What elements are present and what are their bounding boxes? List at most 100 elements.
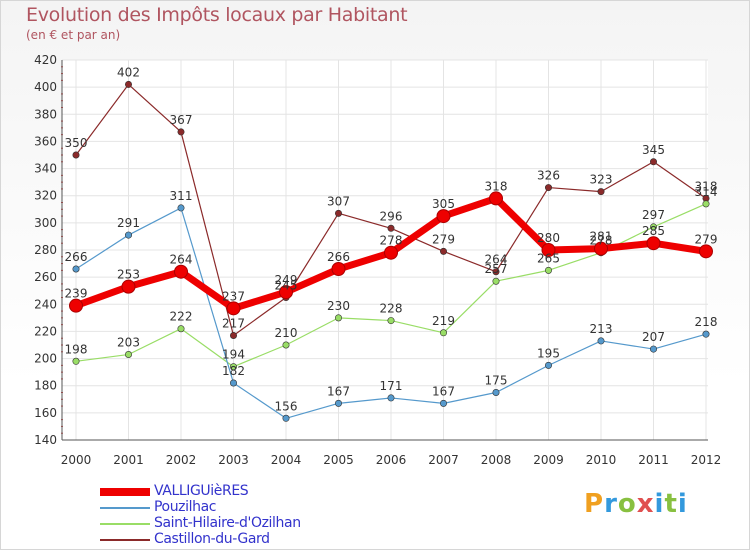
data-label-valligui-res: 285 bbox=[642, 224, 665, 238]
data-label-castillon-du-gard: 296 bbox=[380, 209, 403, 223]
x-tick-label: 2004 bbox=[271, 453, 302, 467]
data-label-pouzilhac: 291 bbox=[117, 216, 140, 230]
data-label-valligui-res: 249 bbox=[275, 273, 298, 287]
point-valligui-res bbox=[384, 245, 398, 260]
point-pouzilhac bbox=[72, 265, 80, 273]
data-label-valligui-res: 237 bbox=[222, 289, 245, 303]
data-label-pouzilhac: 175 bbox=[485, 374, 508, 388]
point-saint-hilaire-d-ozilhan bbox=[544, 266, 552, 274]
data-label-saint-hilaire-d-ozilhan: 228 bbox=[380, 302, 403, 316]
data-label-saint-hilaire-d-ozilhan: 230 bbox=[327, 299, 350, 313]
data-label-castillon-du-gard: 345 bbox=[642, 143, 665, 157]
point-saint-hilaire-d-ozilhan bbox=[649, 223, 657, 231]
data-label-valligui-res: 266 bbox=[327, 250, 350, 264]
chart-subtitle: (en € et par an) bbox=[26, 28, 121, 42]
point-castillon-du-gard bbox=[125, 80, 133, 88]
point-saint-hilaire-d-ozilhan bbox=[282, 341, 290, 349]
data-label-pouzilhac: 167 bbox=[432, 384, 455, 398]
data-label-castillon-du-gard: 350 bbox=[65, 136, 88, 150]
x-tick-label: 2011 bbox=[638, 453, 669, 467]
data-label-pouzilhac: 167 bbox=[327, 384, 350, 398]
proxiti-logo: Proxiti bbox=[584, 489, 688, 519]
point-castillon-du-gard bbox=[492, 268, 500, 276]
point-pouzilhac bbox=[334, 399, 342, 407]
data-label-valligui-res: 280 bbox=[537, 231, 560, 245]
point-castillon-du-gard bbox=[544, 184, 552, 192]
point-pouzilhac bbox=[387, 394, 395, 402]
data-label-saint-hilaire-d-ozilhan: 297 bbox=[642, 208, 665, 222]
point-pouzilhac bbox=[702, 330, 710, 338]
data-label-valligui-res: 279 bbox=[695, 232, 718, 246]
data-label-saint-hilaire-d-ozilhan: 278 bbox=[590, 234, 613, 248]
data-label-pouzilhac: 207 bbox=[642, 330, 665, 344]
point-castillon-du-gard bbox=[649, 158, 657, 166]
data-label-valligui-res: 278 bbox=[380, 234, 403, 248]
data-label-valligui-res: 264 bbox=[170, 253, 193, 267]
x-tick-label: 2003 bbox=[218, 453, 249, 467]
data-label-saint-hilaire-d-ozilhan: 314 bbox=[695, 185, 718, 199]
point-castillon-du-gard bbox=[334, 209, 342, 217]
point-castillon-du-gard bbox=[230, 331, 238, 339]
point-valligui-res bbox=[331, 262, 346, 276]
legend-swatch-valliguieres bbox=[100, 488, 150, 496]
point-valligui-res bbox=[646, 236, 661, 251]
point-valligui-res bbox=[699, 244, 713, 259]
point-castillon-du-gard bbox=[177, 128, 185, 136]
data-label-castillon-du-gard: 279 bbox=[432, 232, 455, 246]
point-valligui-res bbox=[226, 301, 241, 316]
x-tick-label: 2002 bbox=[166, 453, 197, 467]
point-pouzilhac bbox=[282, 414, 290, 422]
y-tick-label: 360 bbox=[34, 134, 57, 148]
data-label-castillon-du-gard: 318 bbox=[695, 179, 718, 193]
y-tick-label: 200 bbox=[34, 352, 57, 366]
legend-label-pouzilhac: Pouzilhac bbox=[154, 499, 217, 515]
y-tick-label: 380 bbox=[34, 107, 57, 121]
point-castillon-du-gard bbox=[72, 151, 80, 159]
point-pouzilhac bbox=[544, 361, 552, 369]
point-valligui-res bbox=[121, 279, 136, 294]
data-label-saint-hilaire-d-ozilhan: 210 bbox=[275, 326, 298, 340]
data-label-pouzilhac: 266 bbox=[65, 250, 88, 264]
data-label-pouzilhac: 171 bbox=[380, 379, 403, 393]
legend-label-castillon: Castillon-du-Gard bbox=[154, 531, 270, 547]
data-label-castillon-du-gard: 402 bbox=[117, 65, 140, 79]
point-saint-hilaire-d-ozilhan bbox=[387, 317, 395, 325]
point-valligui-res bbox=[594, 241, 608, 256]
y-tick-label: 180 bbox=[34, 379, 57, 393]
point-saint-hilaire-d-ozilhan bbox=[125, 350, 133, 358]
x-tick-label: 2006 bbox=[376, 453, 407, 467]
data-label-castillon-du-gard: 326 bbox=[537, 169, 560, 183]
data-label-pouzilhac: 311 bbox=[170, 189, 193, 203]
y-tick-label: 260 bbox=[34, 270, 57, 284]
y-tick-label: 140 bbox=[34, 433, 57, 447]
data-label-pouzilhac: 156 bbox=[275, 399, 298, 413]
legend-swatch-pouzilhac bbox=[100, 507, 150, 509]
point-pouzilhac bbox=[492, 388, 500, 396]
point-castillon-du-gard bbox=[597, 188, 605, 196]
point-saint-hilaire-d-ozilhan bbox=[492, 277, 500, 285]
y-tick-label: 220 bbox=[34, 324, 57, 338]
data-label-pouzilhac: 195 bbox=[537, 346, 560, 360]
point-valligui-res bbox=[541, 243, 556, 257]
x-tick-label: 2001 bbox=[113, 453, 144, 467]
y-tick-label: 160 bbox=[34, 406, 57, 420]
data-label-pouzilhac: 182 bbox=[222, 364, 245, 378]
y-tick-label: 320 bbox=[34, 189, 57, 203]
legend-label-saint-hilaire: Saint-Hilaire-d'Ozilhan bbox=[154, 515, 301, 531]
data-label-castillon-du-gard: 217 bbox=[222, 317, 245, 331]
point-pouzilhac bbox=[649, 345, 657, 353]
point-saint-hilaire-d-ozilhan bbox=[72, 357, 80, 365]
point-saint-hilaire-d-ozilhan bbox=[439, 329, 447, 337]
y-tick-label: 240 bbox=[34, 297, 57, 311]
point-pouzilhac bbox=[125, 231, 133, 239]
data-label-valligui-res: 239 bbox=[65, 287, 88, 301]
data-label-saint-hilaire-d-ozilhan: 198 bbox=[65, 342, 88, 356]
x-tick-label: 2008 bbox=[481, 453, 512, 467]
x-tick-label: 2005 bbox=[323, 453, 354, 467]
legend-swatch-castillon bbox=[100, 539, 150, 541]
legend-swatch-saint-hilaire bbox=[100, 523, 150, 525]
chart-title: Evolution des Impôts locaux par Habitant bbox=[26, 4, 408, 26]
point-pouzilhac bbox=[230, 379, 238, 387]
point-valligui-res bbox=[174, 264, 188, 279]
legend-label-valliguieres: VALLIGUièRES bbox=[154, 483, 249, 499]
